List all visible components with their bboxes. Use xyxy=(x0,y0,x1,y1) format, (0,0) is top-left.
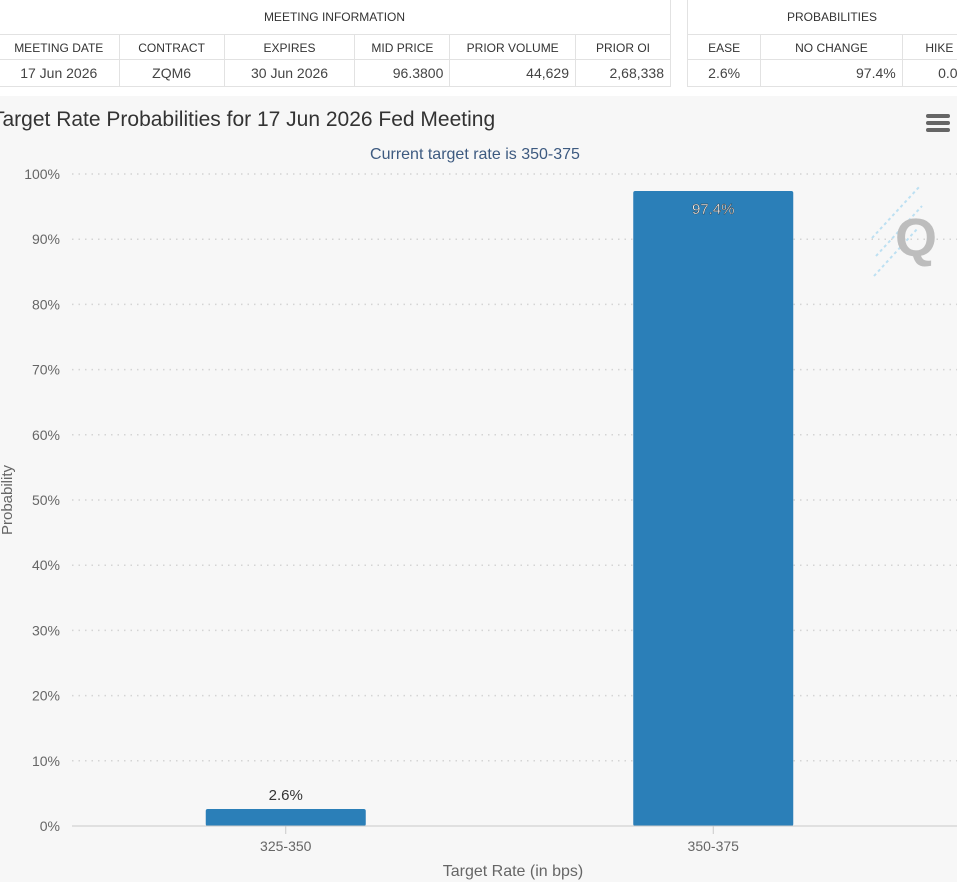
col-ease[interactable]: EASE xyxy=(687,34,762,60)
hamburger-menu-icon[interactable] xyxy=(926,114,950,136)
top-tables: MEETING INFORMATION MEETING DATE CONTRAC… xyxy=(0,0,957,96)
y-tick-label: 0% xyxy=(40,818,60,834)
probabilities-table: PROBABILITIES EASE NO CHANGE HIKE 2.6% 9… xyxy=(687,0,957,87)
y-tick-label: 40% xyxy=(32,557,60,573)
y-tick-label: 50% xyxy=(32,492,60,508)
cell-prior-volume: 44,629 xyxy=(449,59,576,87)
grid-lines xyxy=(72,173,957,762)
y-tick-label: 20% xyxy=(32,688,60,704)
cell-ease: 2.6% xyxy=(687,59,762,87)
probabilities-header: PROBABILITIES xyxy=(687,0,957,35)
y-tick-label: 70% xyxy=(32,362,60,378)
y-axis-label: Probability xyxy=(0,464,16,535)
col-contract[interactable]: CONTRACT xyxy=(119,34,225,60)
y-tick-label: 10% xyxy=(32,753,60,769)
chart-subtitle: Current target rate is 350-375 xyxy=(370,146,580,163)
x-axis-label: Target Rate (in bps) xyxy=(443,863,584,880)
y-tick-label: 80% xyxy=(32,296,60,312)
cell-hike: 0.0% xyxy=(902,59,957,87)
col-hike[interactable]: HIKE xyxy=(902,34,957,60)
watermark-text: Q xyxy=(895,208,937,268)
cell-no-change: 97.4% xyxy=(760,59,903,87)
col-no-change[interactable]: NO CHANGE xyxy=(760,34,903,60)
col-prior-oi[interactable]: PRIOR OI xyxy=(575,34,672,60)
x-tick-label: 350-375 xyxy=(688,838,740,854)
meeting-information-table: MEETING INFORMATION MEETING DATE CONTRAC… xyxy=(0,0,672,87)
cell-contract: ZQM6 xyxy=(119,59,225,87)
x-axis-ticks: 325-350 350-375 xyxy=(260,826,739,854)
bar[interactable] xyxy=(205,809,366,826)
watermark-logo: Q xyxy=(871,185,937,277)
table-row: 17 Jun 2026 ZQM6 30 Jun 2026 96.3800 44,… xyxy=(0,59,672,87)
y-tick-label: 90% xyxy=(32,231,60,247)
y-axis-ticks: 0% 10% 20% 30% 40% 50% 60% 70% 80% 90% 100% xyxy=(24,166,60,834)
cell-meeting-date: 17 Jun 2026 xyxy=(0,59,120,87)
data-label: 2.6% xyxy=(269,787,303,804)
col-mid-price[interactable]: MID PRICE xyxy=(354,34,451,60)
data-label: 97.4% xyxy=(692,201,735,218)
y-tick-label: 100% xyxy=(24,166,60,182)
table-row: 2.6% 97.4% 0.0% xyxy=(687,59,957,87)
y-tick-label: 30% xyxy=(32,622,60,638)
y-tick-label: 60% xyxy=(32,427,60,443)
bar[interactable] xyxy=(633,190,794,826)
bars: 2.6% 97.4% xyxy=(205,190,794,826)
x-tick-label: 325-350 xyxy=(260,838,312,854)
col-expires[interactable]: EXPIRES xyxy=(224,34,356,60)
chart-title: Target Rate Probabilities for 17 Jun 202… xyxy=(0,108,496,131)
meeting-information-header: MEETING INFORMATION xyxy=(0,0,671,35)
cell-expires: 30 Jun 2026 xyxy=(224,59,356,87)
cell-prior-oi: 2,68,338 xyxy=(575,59,672,87)
col-meeting-date[interactable]: MEETING DATE xyxy=(0,34,120,60)
cell-mid-price: 96.3800 xyxy=(354,59,451,87)
col-prior-volume[interactable]: PRIOR VOLUME xyxy=(449,34,576,60)
